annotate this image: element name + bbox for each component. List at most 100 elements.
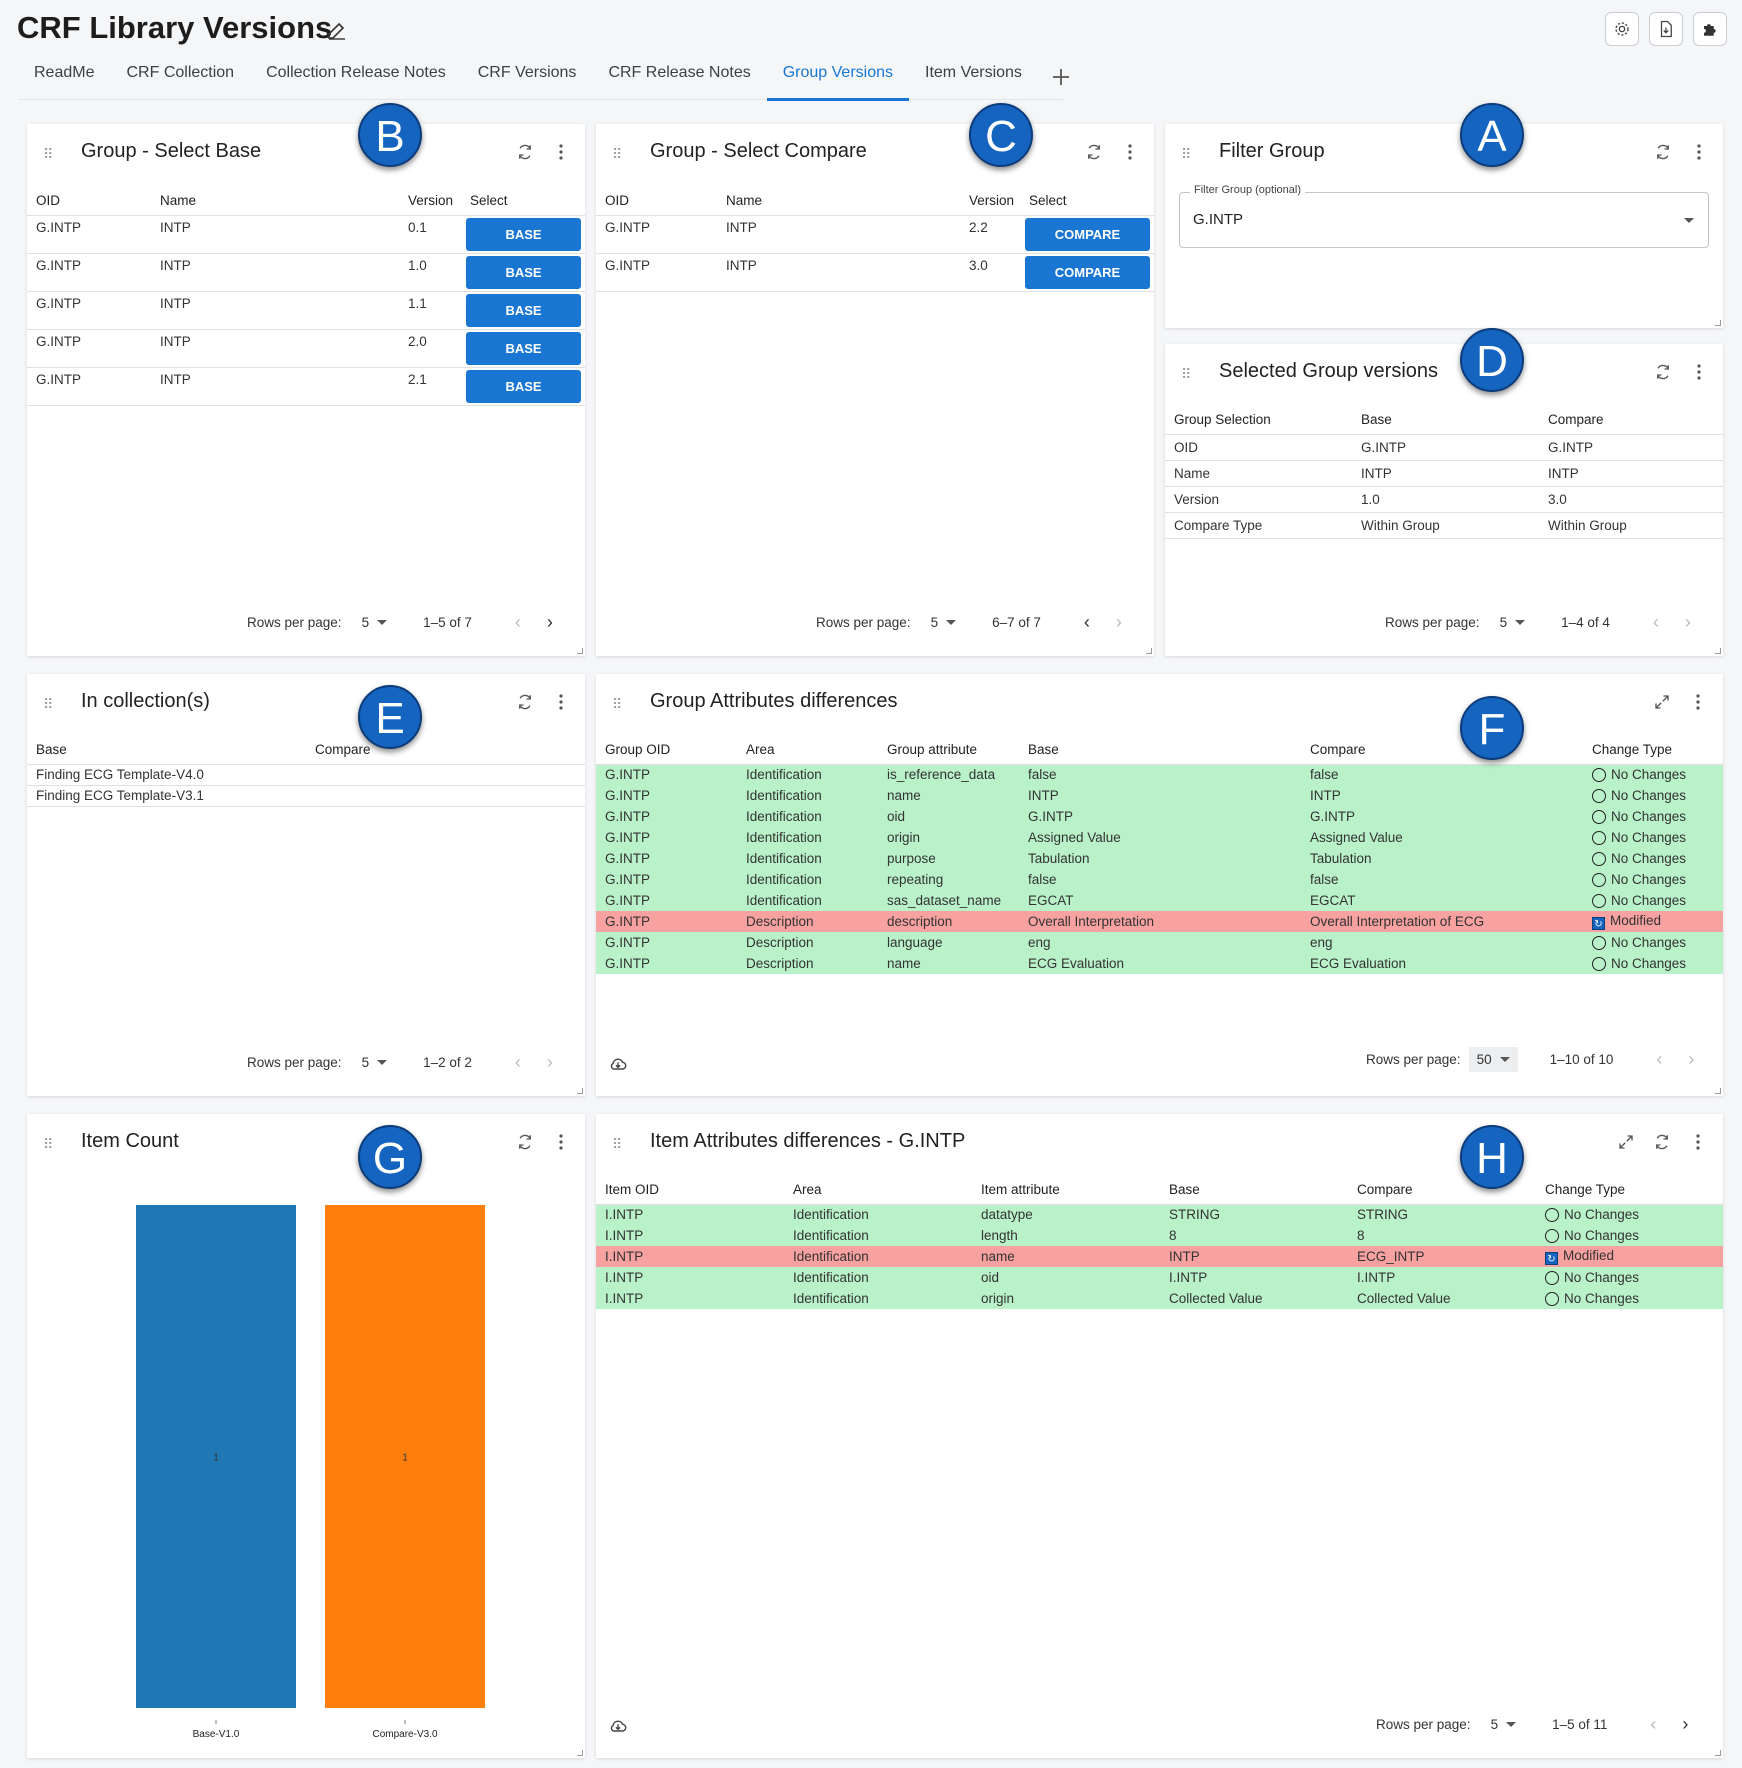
select-base-button[interactable]: BASE [466,293,581,327]
prev-page-icon[interactable]: ‹ [1656,1049,1663,1069]
resize-handle[interactable] [577,648,583,654]
column-header[interactable]: Base [1352,406,1539,435]
expand-icon[interactable] [1614,1130,1638,1154]
next-page-icon[interactable]: › [1682,1714,1689,1734]
drag-handle-icon[interactable]: ⠿ [612,146,622,162]
column-header[interactable]: Base [1019,736,1301,765]
column-header[interactable]: OID [596,187,717,216]
drag-handle-icon[interactable]: ⠿ [43,696,53,712]
prev-page-icon[interactable]: ‹ [1083,612,1090,632]
resize-handle[interactable] [1715,648,1721,654]
compare-cell [306,764,585,786]
column-header[interactable]: Base [27,736,306,765]
column-header[interactable]: Name [151,187,399,216]
tab-collection-release-notes[interactable]: Collection Release Notes [266,64,446,81]
next-page-icon[interactable]: › [546,612,553,632]
rows-per-page-select[interactable]: 5 [1500,615,1526,630]
more-vert-icon[interactable] [549,1130,573,1154]
select-compare-button[interactable]: COMPARE [1025,217,1150,251]
column-header[interactable]: Compare [306,736,585,765]
column-header[interactable]: Compare [1301,736,1583,765]
column-header[interactable]: Area [737,736,878,765]
column-header[interactable]: Name [717,187,960,216]
rows-per-page-select[interactable]: 5 [931,615,957,630]
bar-compare-v3-0[interactable] [325,1205,485,1708]
tab-group-versions[interactable]: Group Versions [766,54,910,101]
column-header[interactable]: Area [784,1176,972,1205]
more-vert-icon[interactable] [1687,360,1711,384]
select-compare-button[interactable]: COMPARE [1025,255,1150,289]
refresh-icon[interactable] [513,140,537,164]
drag-handle-icon[interactable]: ⠿ [1181,366,1191,382]
refresh-icon[interactable] [513,1130,537,1154]
column-header[interactable]: Item attribute [972,1176,1160,1205]
rows-per-page-select[interactable]: 5 [1491,1717,1517,1732]
prev-page-icon[interactable]: ‹ [514,612,521,632]
rows-per-page-select[interactable]: 5 [362,1055,388,1070]
column-header[interactable]: Select [461,187,585,216]
download-icon[interactable] [608,1054,628,1074]
more-vert-icon[interactable] [1686,1130,1710,1154]
refresh-icon[interactable] [1082,140,1106,164]
more-vert-icon[interactable] [1118,140,1142,164]
extensions-button[interactable] [1693,12,1727,46]
column-header[interactable]: Group attribute [878,736,1019,765]
next-page-icon[interactable]: › [1688,1049,1695,1069]
column-header[interactable]: Item OID [596,1176,784,1205]
tab-item-versions[interactable]: Item Versions [925,64,1022,81]
column-header[interactable]: Select [1020,187,1154,216]
more-vert-icon[interactable] [1687,140,1711,164]
settings-button[interactable] [1605,12,1639,46]
resize-handle[interactable] [577,1088,583,1094]
filter-group-select[interactable]: Filter Group (optional) G.INTP [1179,184,1709,248]
refresh-icon[interactable] [513,690,537,714]
column-header[interactable]: Change Type [1583,736,1723,765]
resize-handle[interactable] [577,1750,583,1756]
rows-per-page-select[interactable]: 5 [362,615,388,630]
rows-per-page-select[interactable]: 50 [1468,1047,1518,1072]
tab-crf-collection[interactable]: CRF Collection [126,64,235,81]
edit-title-icon[interactable] [325,18,351,44]
column-header[interactable]: Group Selection [1165,406,1352,435]
refresh-icon[interactable] [1651,360,1675,384]
column-header[interactable]: Version [960,187,1020,216]
column-header[interactable]: OID [27,187,151,216]
column-header[interactable]: Base [1160,1176,1348,1205]
resize-handle[interactable] [1715,320,1721,326]
drag-handle-icon[interactable]: ⠿ [43,1136,53,1152]
tab-crf-versions[interactable]: CRF Versions [477,64,577,81]
export-pdf-button[interactable] [1649,12,1683,46]
add-tab-button[interactable] [1038,54,1084,99]
more-vert-icon[interactable] [549,140,573,164]
refresh-icon[interactable] [1651,140,1675,164]
next-page-icon[interactable]: › [1684,612,1691,632]
select-base-button[interactable]: BASE [466,369,581,403]
prev-page-icon[interactable]: ‹ [514,1052,521,1072]
more-vert-icon[interactable] [549,690,573,714]
prev-page-icon[interactable]: ‹ [1650,1714,1657,1734]
bar-base-v1-0[interactable] [136,1205,296,1708]
resize-handle[interactable] [1715,1088,1721,1094]
next-page-icon[interactable]: › [546,1052,553,1072]
select-base-button[interactable]: BASE [466,255,581,289]
resize-handle[interactable] [1146,648,1152,654]
drag-handle-icon[interactable]: ⠿ [612,696,622,712]
drag-handle-icon[interactable]: ⠿ [1181,146,1191,162]
tab-readme[interactable]: ReadMe [34,64,95,81]
select-base-button[interactable]: BASE [466,331,581,365]
column-header[interactable]: Change Type [1536,1176,1723,1205]
more-vert-icon[interactable] [1686,690,1710,714]
column-header[interactable]: Group OID [596,736,737,765]
drag-handle-icon[interactable]: ⠿ [612,1136,622,1152]
column-header[interactable]: Version [399,187,461,216]
resize-handle[interactable] [1715,1750,1721,1756]
drag-handle-icon[interactable]: ⠿ [43,146,53,162]
refresh-icon[interactable] [1650,1130,1674,1154]
next-page-icon[interactable]: › [1115,612,1122,632]
prev-page-icon[interactable]: ‹ [1652,612,1659,632]
tab-crf-release-notes[interactable]: CRF Release Notes [608,64,751,81]
download-icon[interactable] [608,1716,628,1736]
select-base-button[interactable]: BASE [466,217,581,251]
expand-icon[interactable] [1650,690,1674,714]
column-header[interactable]: Compare [1539,406,1723,435]
